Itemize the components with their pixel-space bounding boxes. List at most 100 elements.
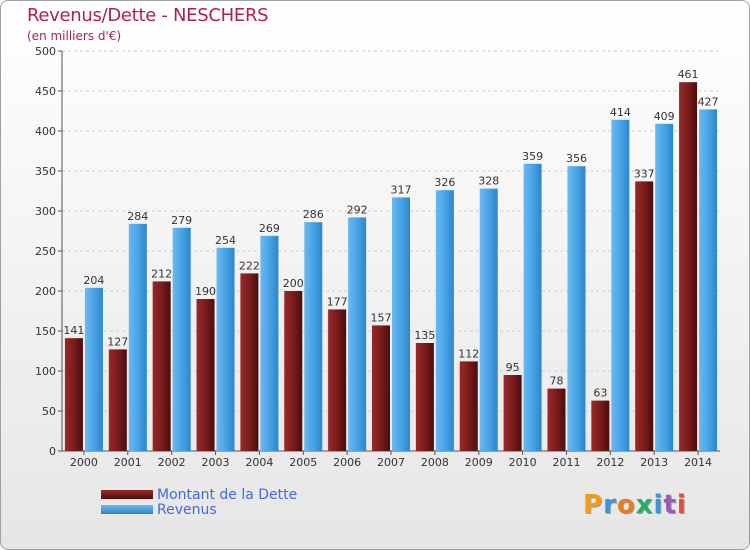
value-label-dette-2014: 461 [678, 68, 699, 81]
y-tick-label: 200 [35, 285, 56, 298]
bar-revenus-2001 [128, 223, 147, 451]
x-tick-label: 2006 [333, 456, 361, 469]
bar-revenus-2007 [392, 197, 410, 451]
value-label-revenus-2010: 359 [522, 150, 543, 163]
x-tick-label: 2001 [114, 456, 142, 469]
bar-revenus-2013 [655, 123, 674, 452]
value-label-revenus-2006: 292 [347, 203, 368, 216]
logo-letter: o [616, 490, 636, 520]
x-tick-label: 2008 [421, 456, 449, 469]
y-tick-label: 0 [49, 445, 56, 458]
y-tick-label: 400 [35, 125, 56, 138]
bar-revenus-2002 [172, 227, 191, 451]
value-label-revenus-2002: 279 [171, 214, 192, 227]
value-label-revenus-2011: 356 [566, 152, 587, 165]
bar-dette-2007 [372, 325, 390, 451]
bar-revenus-2006 [348, 217, 367, 451]
bar-dette-2000 [64, 338, 83, 451]
logo-letter: i [653, 490, 664, 520]
x-tick-label: 2005 [289, 456, 317, 469]
bar-revenus-2011 [567, 166, 586, 451]
value-label-dette-2006: 177 [327, 295, 348, 308]
y-tick-label: 500 [35, 45, 56, 58]
chart-subtitle: (en milliers d'€) [27, 29, 122, 43]
value-label-revenus-2000: 204 [83, 274, 104, 287]
bar-revenus-2012 [611, 119, 630, 452]
y-tick-label: 100 [35, 365, 56, 378]
x-tick-label: 2003 [202, 456, 230, 469]
value-label-revenus-2007: 317 [391, 183, 412, 196]
bar-dette-2003 [196, 299, 215, 451]
logo-letter: x [635, 490, 654, 520]
x-tick-label: 2014 [684, 456, 712, 469]
bar-chart: 0 50 100 150 200 250 300 350 400 450 500 2000 2001 20… [35, 45, 720, 469]
x-tick-label: 2002 [158, 456, 186, 469]
bar-revenus-2008 [435, 190, 454, 451]
legend-swatch-dette [101, 490, 153, 499]
x-tick-label: 2004 [245, 456, 273, 469]
legend-label-dette: Montant de la Dette [157, 487, 298, 503]
value-label-dette-2002: 212 [151, 267, 172, 280]
y-tick-label: 450 [35, 85, 56, 98]
bar-dette-2014 [679, 82, 698, 451]
value-label-dette-2009: 112 [458, 347, 479, 360]
x-tick-label: 2011 [552, 456, 580, 469]
bar-dette-2012 [591, 400, 610, 451]
bar-dette-2013 [635, 181, 654, 451]
value-label-revenus-2013: 409 [654, 110, 675, 123]
x-tick-label: 2007 [377, 456, 405, 469]
y-tick-label: 50 [42, 405, 56, 418]
y-tick-label: 350 [35, 165, 56, 178]
x-tick-label: 2009 [465, 456, 493, 469]
bar-dette-2005 [284, 291, 303, 451]
value-label-dette-2005: 200 [283, 277, 304, 290]
x-tick-label: 2013 [640, 456, 668, 469]
y-tick-label: 150 [35, 325, 56, 338]
bar-revenus-2000 [84, 287, 103, 451]
value-label-dette-2011: 78 [549, 375, 563, 388]
value-label-revenus-2004: 269 [259, 222, 280, 235]
value-label-dette-2003: 190 [195, 285, 216, 298]
y-tick-label: 250 [35, 245, 56, 258]
value-label-dette-2010: 95 [506, 361, 520, 374]
logo-letter: r [603, 490, 617, 520]
legend-swatch-revenus [101, 505, 153, 514]
value-label-revenus-2009: 328 [478, 175, 499, 188]
bar-dette-2001 [108, 349, 127, 451]
bar-dette-2006 [328, 309, 347, 451]
logo-letter: t [663, 490, 677, 520]
value-label-revenus-2008: 326 [434, 176, 455, 189]
bar-revenus-2004 [260, 235, 279, 451]
value-label-revenus-2005: 286 [303, 208, 324, 221]
bar-dette-2009 [459, 361, 478, 451]
bar-dette-2010 [503, 375, 522, 451]
logo-letter: i [676, 490, 687, 520]
chart-title: Revenus/Dette - NESCHERS [27, 5, 269, 26]
value-label-revenus-2001: 284 [127, 210, 148, 223]
legend-label-revenus: Revenus [157, 502, 217, 518]
x-tick-label: 2000 [70, 456, 98, 469]
value-label-revenus-2003: 254 [215, 234, 236, 247]
value-label-dette-2000: 141 [63, 324, 84, 337]
value-label-revenus-2014: 427 [698, 95, 719, 108]
bar-revenus-2014 [699, 109, 718, 452]
bar-revenus-2010 [523, 163, 542, 452]
proxiti-logo: Proxiti [583, 490, 687, 520]
value-label-dette-2012: 63 [593, 387, 607, 400]
bar-revenus-2003 [216, 247, 235, 451]
value-label-dette-2008: 135 [414, 329, 435, 342]
bar-revenus-2005 [304, 222, 323, 451]
value-label-dette-2001: 127 [107, 335, 128, 348]
bar-dette-2008 [415, 343, 434, 451]
gridlines [62, 50, 720, 452]
axes: 0 50 100 150 200 250 300 350 400 450 500 2000 2001 20… [35, 45, 720, 469]
bars [64, 82, 718, 452]
bar-dette-2004 [240, 273, 259, 451]
bar-dette-2011 [547, 388, 566, 451]
x-tick-label: 2012 [596, 456, 624, 469]
value-label-revenus-2012: 414 [610, 106, 631, 119]
bar-dette-2002 [152, 281, 171, 451]
value-label-dette-2013: 337 [634, 167, 655, 180]
x-tick-label: 2010 [509, 456, 537, 469]
